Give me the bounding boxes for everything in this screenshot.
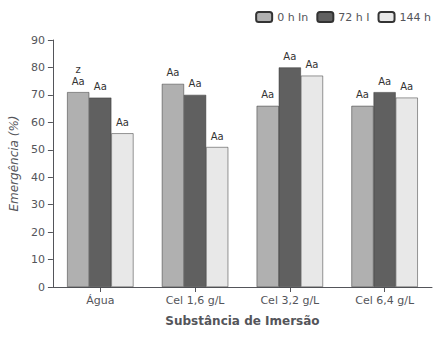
svg-text:60: 60	[31, 116, 45, 129]
svg-text:Aa: Aa	[94, 81, 107, 92]
svg-text:50: 50	[31, 143, 45, 156]
svg-text:Aa: Aa	[400, 81, 413, 92]
svg-text:40: 40	[31, 171, 45, 184]
svg-text:Aa: Aa	[261, 89, 274, 100]
svg-text:0: 0	[38, 281, 45, 294]
svg-text:Cel 1,6 g/L: Cel 1,6 g/L	[166, 294, 226, 307]
svg-text:80: 80	[31, 61, 45, 74]
svg-text:Cel 3,2 g/L: Cel 3,2 g/L	[260, 294, 320, 307]
svg-text:Aa: Aa	[211, 131, 224, 142]
svg-text:Água: Água	[86, 294, 114, 307]
svg-text:Substância de Imersão: Substância de Imersão	[165, 314, 319, 328]
svg-text:70: 70	[31, 88, 45, 101]
svg-text:144 h: 144 h	[400, 11, 431, 24]
svg-text:Aa: Aa	[305, 59, 318, 70]
svg-text:Cel 6,4 g/L: Cel 6,4 g/L	[355, 294, 415, 307]
svg-text:Aa: Aa	[116, 117, 129, 128]
svg-text:72 h I: 72 h I	[338, 11, 369, 24]
svg-text:Aa: Aa	[166, 67, 179, 78]
svg-text:90: 90	[31, 34, 45, 47]
svg-text:20: 20	[31, 226, 45, 239]
svg-text:10: 10	[31, 253, 45, 266]
svg-text:z: z	[76, 64, 81, 75]
svg-text:Aa: Aa	[356, 89, 369, 100]
svg-text:Aa: Aa	[72, 76, 85, 87]
svg-text:Aa: Aa	[189, 78, 202, 89]
svg-text:0 h In: 0 h In	[277, 11, 308, 24]
svg-text:30: 30	[31, 198, 45, 211]
svg-text:Emergência (%): Emergência (%)	[7, 115, 21, 211]
svg-text:Aa: Aa	[283, 51, 296, 62]
svg-text:Aa: Aa	[378, 76, 391, 87]
